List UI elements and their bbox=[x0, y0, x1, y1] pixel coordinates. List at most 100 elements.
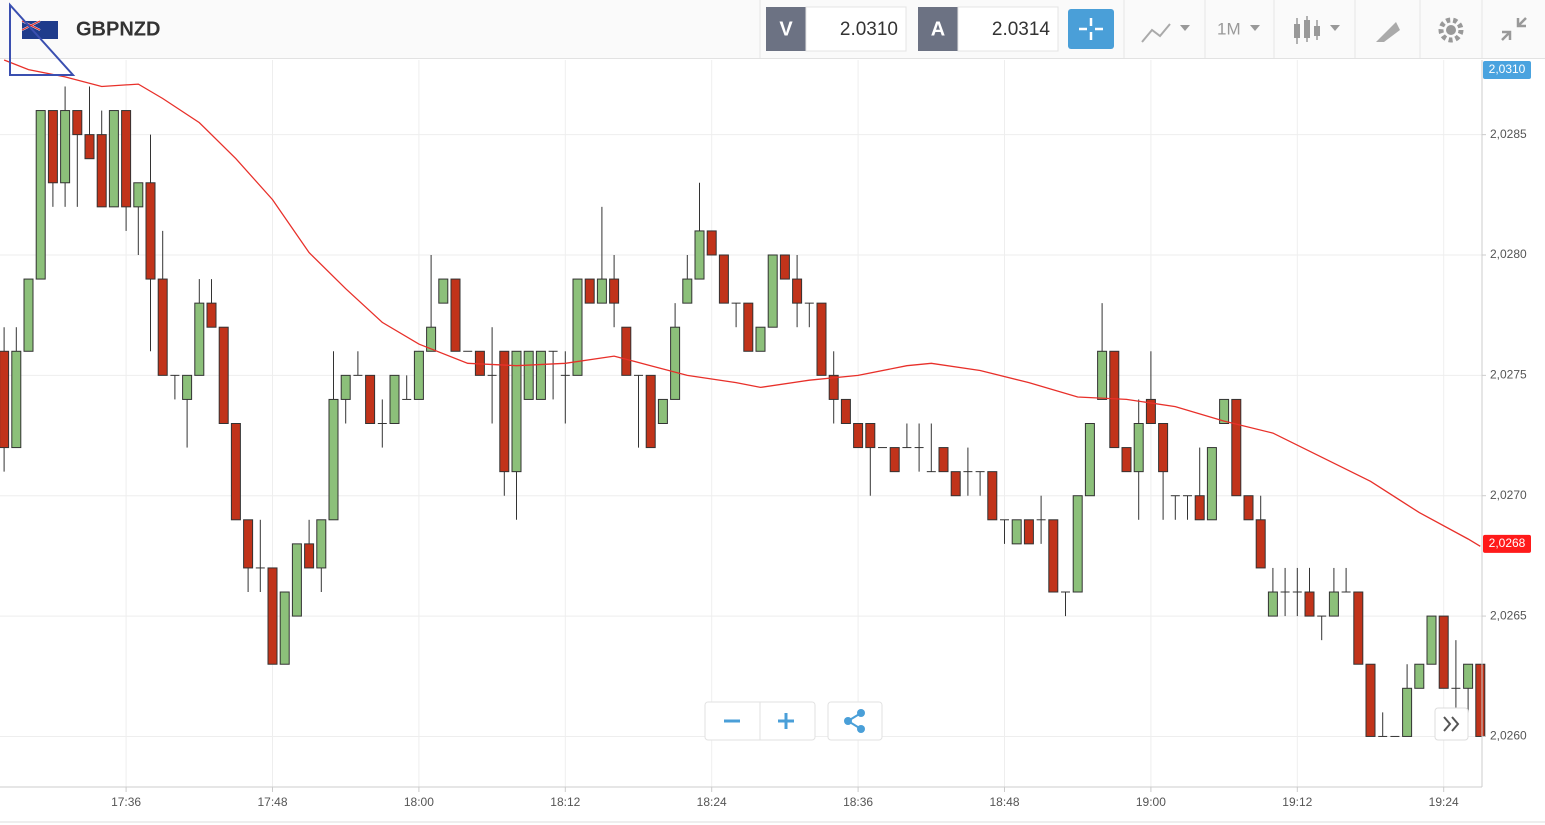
candle-body bbox=[1011, 519, 1022, 545]
candle-body bbox=[60, 110, 71, 184]
candle-body bbox=[1121, 447, 1132, 473]
drawing-triangle[interactable] bbox=[9, 2, 76, 76]
ask-badge[interactable] bbox=[918, 7, 958, 51]
symbol: GBPNZD bbox=[76, 18, 160, 40]
candle-body bbox=[96, 134, 107, 208]
candle-body bbox=[779, 254, 790, 280]
candle-body bbox=[621, 326, 632, 376]
candle-body bbox=[670, 326, 681, 400]
ask-label: A bbox=[931, 18, 945, 40]
candle-body bbox=[1084, 423, 1095, 497]
candle-body bbox=[328, 398, 339, 521]
candle-body bbox=[291, 543, 302, 617]
bid-badge[interactable] bbox=[766, 7, 806, 51]
bid-box[interactable] bbox=[805, 6, 907, 52]
candle-body bbox=[535, 350, 546, 400]
candle-body bbox=[47, 110, 58, 184]
candle-body bbox=[389, 374, 400, 425]
candle-body bbox=[1206, 447, 1217, 521]
candle-body bbox=[1255, 519, 1266, 569]
moving-average bbox=[3, 59, 1481, 547]
candle-body bbox=[1219, 398, 1230, 425]
x-tick-label: 17:36 bbox=[111, 795, 141, 809]
scroll-end-icon bbox=[1443, 716, 1460, 732]
scroll-end-button[interactable] bbox=[1434, 707, 1469, 741]
candle-body bbox=[889, 447, 900, 473]
plot-area bbox=[0, 59, 1486, 787]
y-tick-label: 2,0285 bbox=[1490, 127, 1527, 141]
candle-body bbox=[755, 326, 766, 352]
zoom-in-button[interactable] bbox=[778, 713, 794, 729]
candle-body bbox=[1438, 615, 1449, 689]
candle-body bbox=[194, 302, 205, 376]
candle-body bbox=[108, 110, 119, 208]
price-tag-label: 2,0268 bbox=[1489, 536, 1526, 550]
price-tag-label: 2,0310 bbox=[1489, 62, 1526, 76]
candle-body bbox=[1426, 615, 1437, 665]
candle-body bbox=[1304, 591, 1315, 617]
candle-body bbox=[596, 278, 607, 304]
candle-body bbox=[438, 278, 449, 304]
candle-body bbox=[1097, 350, 1108, 400]
bid-price: 2.0310 bbox=[840, 19, 898, 40]
collapse-icon[interactable] bbox=[1501, 17, 1527, 41]
candle-body bbox=[1463, 663, 1474, 689]
candle-body bbox=[206, 302, 217, 328]
candle-body bbox=[1267, 591, 1278, 617]
candle-body bbox=[1365, 663, 1376, 737]
candle-body bbox=[694, 230, 705, 280]
candle-body bbox=[1414, 663, 1425, 689]
ask-box[interactable] bbox=[957, 6, 1059, 52]
candle-body bbox=[1023, 519, 1034, 545]
candle-body bbox=[767, 254, 778, 328]
candle-body bbox=[0, 350, 10, 449]
x-tick-label: 18:12 bbox=[550, 795, 580, 809]
candle-body bbox=[828, 374, 839, 400]
candle-body bbox=[523, 350, 534, 400]
candles-icon[interactable] bbox=[1294, 16, 1320, 44]
price-tag bbox=[1483, 61, 1531, 79]
bid-label: V bbox=[779, 18, 793, 40]
chart-type-icon[interactable] bbox=[1141, 23, 1171, 43]
candle-body bbox=[450, 278, 461, 352]
candle-body bbox=[706, 230, 717, 256]
dropdown-arrow bbox=[1180, 25, 1190, 31]
candle-body bbox=[316, 519, 327, 569]
candle-body bbox=[121, 110, 132, 208]
candle-body bbox=[279, 591, 290, 665]
candle-body bbox=[987, 471, 998, 521]
settings-icon[interactable] bbox=[1438, 17, 1464, 43]
candle-body bbox=[682, 278, 693, 304]
candle-body bbox=[413, 350, 424, 400]
share-box[interactable] bbox=[827, 701, 883, 741]
candle-body bbox=[11, 350, 22, 449]
drawing-icon[interactable] bbox=[1376, 22, 1400, 42]
settings-core bbox=[1446, 25, 1456, 35]
x-tick-label: 18:00 bbox=[404, 795, 434, 809]
candle-body bbox=[72, 110, 83, 136]
timeframe[interactable]: 1M bbox=[1217, 19, 1241, 38]
candle-body bbox=[1243, 495, 1254, 521]
x-tick-label: 19:12 bbox=[1282, 795, 1312, 809]
candle-body bbox=[84, 134, 95, 160]
candle-body bbox=[1402, 687, 1413, 737]
candle-body bbox=[792, 278, 803, 304]
crosshair-button[interactable] bbox=[1068, 9, 1114, 49]
candle-body bbox=[230, 423, 241, 521]
x-tick-label: 19:00 bbox=[1136, 795, 1166, 809]
candle-body bbox=[1194, 495, 1205, 521]
dropdown-arrow bbox=[1330, 25, 1340, 31]
candle-body bbox=[35, 110, 46, 280]
candle-body bbox=[218, 326, 229, 425]
candle-body bbox=[1133, 423, 1144, 473]
candle-body bbox=[950, 471, 961, 497]
candle-body bbox=[304, 543, 315, 569]
candle-body bbox=[426, 326, 437, 352]
share-icon bbox=[844, 709, 865, 733]
candle-body bbox=[572, 278, 583, 376]
candle-body bbox=[157, 278, 168, 376]
x-tick-label: 18:24 bbox=[697, 795, 727, 809]
candle-body bbox=[340, 374, 351, 400]
